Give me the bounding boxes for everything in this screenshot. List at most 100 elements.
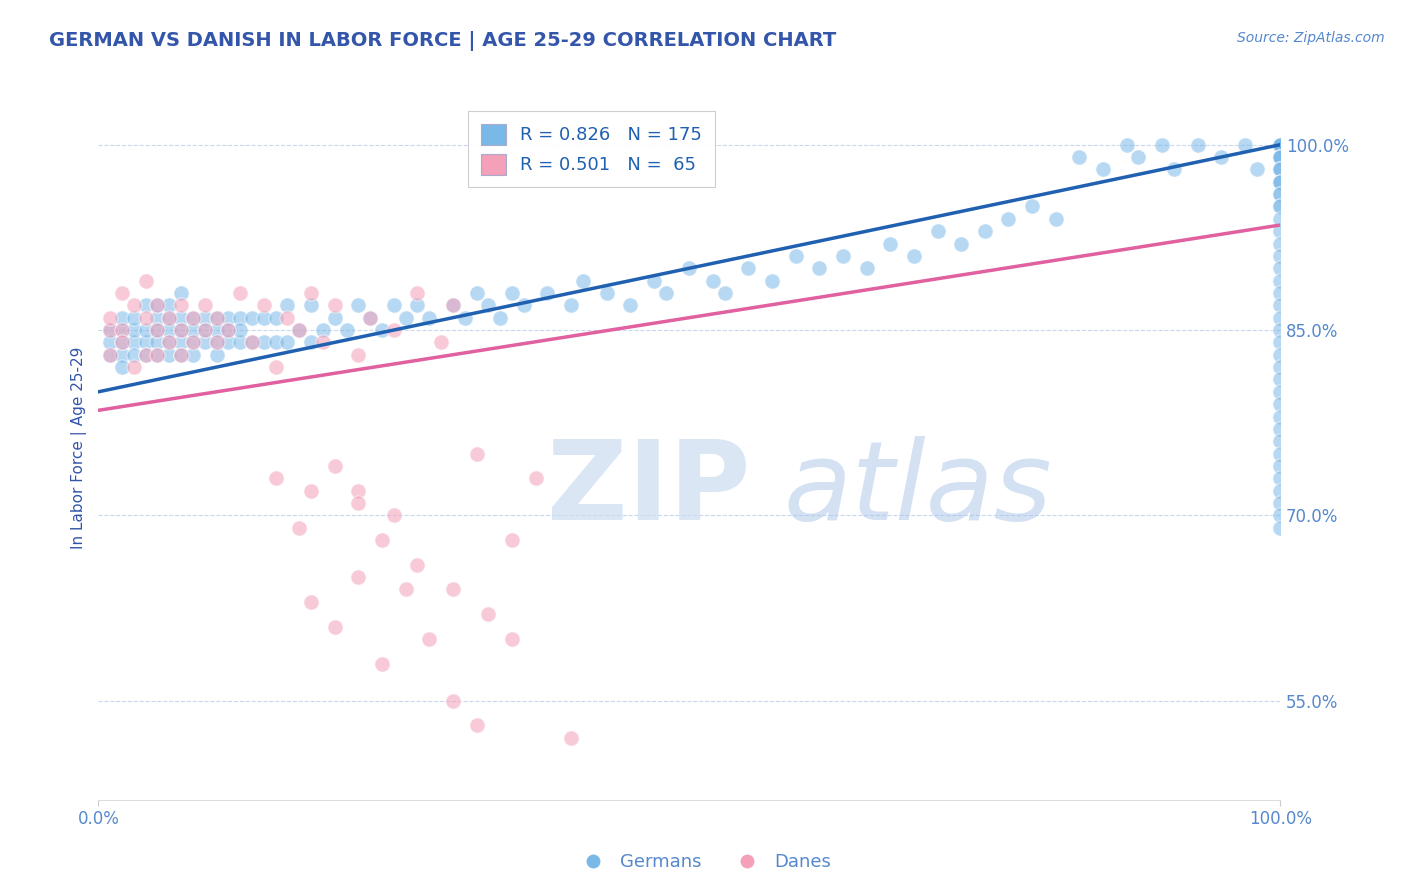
Point bbox=[194, 310, 217, 325]
Point bbox=[135, 348, 157, 362]
Point bbox=[323, 298, 346, 312]
Point bbox=[1270, 409, 1292, 424]
Point bbox=[240, 335, 263, 350]
Point bbox=[181, 335, 204, 350]
Point bbox=[111, 335, 134, 350]
Point bbox=[111, 310, 134, 325]
Point bbox=[194, 335, 217, 350]
Point bbox=[146, 298, 169, 312]
Point bbox=[1270, 249, 1292, 263]
Point bbox=[1211, 150, 1233, 164]
Point bbox=[643, 274, 665, 288]
Point bbox=[1270, 422, 1292, 436]
Point bbox=[1115, 137, 1137, 152]
Point bbox=[170, 310, 193, 325]
Point bbox=[170, 335, 193, 350]
Point bbox=[950, 236, 973, 251]
Point bbox=[1270, 137, 1292, 152]
Point bbox=[1270, 137, 1292, 152]
Point bbox=[430, 335, 453, 350]
Point bbox=[1270, 274, 1292, 288]
Point bbox=[1270, 261, 1292, 276]
Point bbox=[359, 310, 381, 325]
Point bbox=[1270, 137, 1292, 152]
Text: Source: ZipAtlas.com: Source: ZipAtlas.com bbox=[1237, 31, 1385, 45]
Point bbox=[135, 323, 157, 337]
Point bbox=[441, 694, 464, 708]
Point bbox=[1270, 137, 1292, 152]
Point bbox=[253, 335, 276, 350]
Point bbox=[477, 607, 499, 622]
Point bbox=[1270, 137, 1292, 152]
Point bbox=[299, 595, 322, 609]
Point bbox=[501, 533, 523, 547]
Point bbox=[335, 323, 357, 337]
Point bbox=[560, 731, 582, 745]
Point bbox=[855, 261, 877, 276]
Point bbox=[288, 521, 311, 535]
Point bbox=[1270, 137, 1292, 152]
Point bbox=[98, 310, 121, 325]
Point bbox=[1270, 137, 1292, 152]
Point bbox=[832, 249, 855, 263]
Point bbox=[1270, 236, 1292, 251]
Point bbox=[288, 323, 311, 337]
Point bbox=[276, 335, 298, 350]
Y-axis label: In Labor Force | Age 25-29: In Labor Force | Age 25-29 bbox=[72, 346, 87, 549]
Point bbox=[312, 323, 335, 337]
Point bbox=[1270, 458, 1292, 473]
Point bbox=[1270, 521, 1292, 535]
Point bbox=[347, 570, 370, 584]
Point bbox=[1270, 446, 1292, 460]
Point bbox=[1270, 471, 1292, 485]
Point bbox=[1270, 187, 1292, 202]
Point bbox=[181, 335, 204, 350]
Point bbox=[1270, 137, 1292, 152]
Point bbox=[1270, 137, 1292, 152]
Point bbox=[406, 298, 429, 312]
Point bbox=[382, 508, 405, 523]
Point bbox=[98, 323, 121, 337]
Point bbox=[572, 274, 595, 288]
Point bbox=[111, 348, 134, 362]
Point bbox=[808, 261, 831, 276]
Point bbox=[181, 310, 204, 325]
Legend: R = 0.826   N = 175, R = 0.501   N =  65: R = 0.826 N = 175, R = 0.501 N = 65 bbox=[468, 112, 714, 187]
Point bbox=[146, 323, 169, 337]
Point bbox=[654, 285, 676, 300]
Point bbox=[785, 249, 807, 263]
Point bbox=[1091, 162, 1114, 177]
Point bbox=[1069, 150, 1091, 164]
Point bbox=[1270, 137, 1292, 152]
Point bbox=[194, 298, 217, 312]
Point bbox=[217, 323, 239, 337]
Point bbox=[111, 335, 134, 350]
Point bbox=[122, 323, 145, 337]
Point bbox=[276, 298, 298, 312]
Point bbox=[170, 348, 193, 362]
Point bbox=[276, 310, 298, 325]
Point bbox=[253, 298, 276, 312]
Point bbox=[347, 348, 370, 362]
Point bbox=[299, 335, 322, 350]
Point bbox=[347, 483, 370, 498]
Point bbox=[157, 298, 180, 312]
Point bbox=[1270, 323, 1292, 337]
Point bbox=[1270, 348, 1292, 362]
Point bbox=[382, 323, 405, 337]
Point bbox=[418, 632, 440, 646]
Point bbox=[1270, 285, 1292, 300]
Point bbox=[441, 582, 464, 597]
Point bbox=[98, 323, 121, 337]
Point bbox=[288, 323, 311, 337]
Point bbox=[395, 310, 418, 325]
Point bbox=[146, 335, 169, 350]
Point bbox=[1270, 137, 1292, 152]
Point bbox=[1270, 298, 1292, 312]
Point bbox=[205, 335, 228, 350]
Point bbox=[1270, 137, 1292, 152]
Point bbox=[205, 310, 228, 325]
Point bbox=[111, 285, 134, 300]
Point bbox=[1163, 162, 1185, 177]
Point bbox=[678, 261, 700, 276]
